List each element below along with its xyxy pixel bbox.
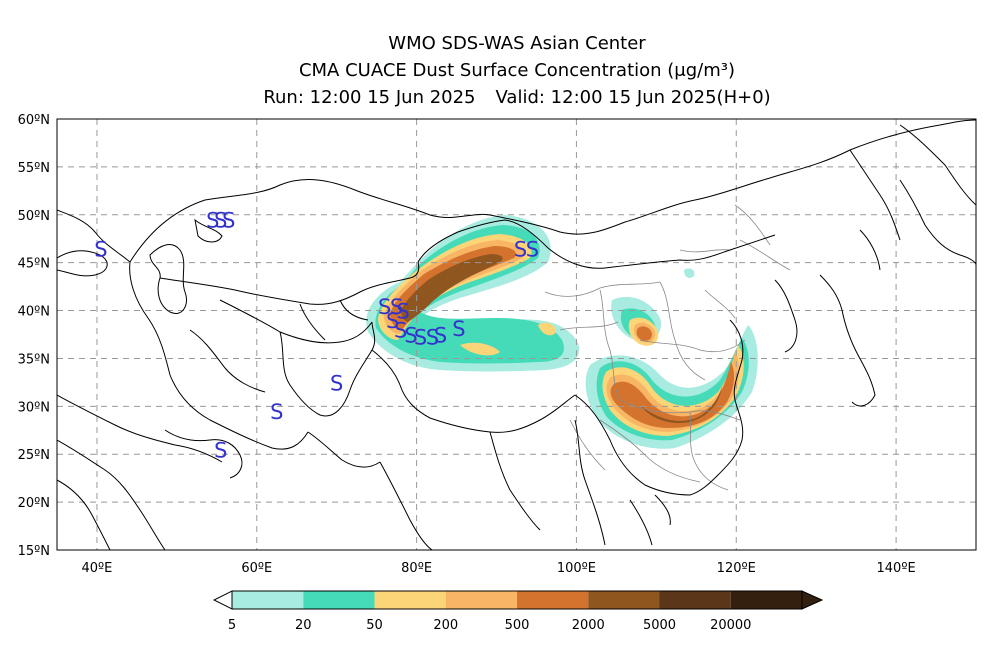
station-marker: S (414, 325, 427, 349)
dust-shading (366, 215, 758, 449)
colorbar-level-label: 5000 (643, 618, 676, 633)
title-product-name: CMA CUACE Dust Surface Concentration (298, 60, 662, 81)
lat-tick-label: 20ºN (18, 496, 50, 511)
colorbar-level-label: 500 (505, 618, 530, 633)
station-marker: S (526, 237, 539, 261)
colorbar-over-arrow (801, 590, 824, 610)
station-marker: S (514, 237, 527, 261)
title-times: Run: 12:00 15 Jun 2025 Valid: 12:00 15 Ju… (0, 84, 1000, 111)
station-marker: S (404, 324, 417, 348)
station-marker: S (330, 371, 343, 395)
lat-tick-label: 45ºN (18, 257, 50, 272)
title-block: WMO SDS-WAS Asian Center CMA CUACE Dust … (0, 30, 1000, 111)
station-marker: S (386, 309, 399, 333)
title-product: CMA CUACE Dust Surface Concentration (μg… (0, 57, 1000, 84)
colorbar-frame (231, 590, 803, 610)
station-marker: S (394, 319, 407, 343)
lon-tick-label: 100ºE (557, 561, 596, 576)
colorbar-level-label: 200 (433, 618, 458, 633)
longitude-axis-labels: 40ºE 60ºE 80ºE 100ºE 120ºE 140ºE (82, 561, 916, 576)
lon-tick-label: 40ºE (82, 561, 113, 576)
colorbar-segment (374, 591, 446, 609)
lon-tick-label: 80ºE (401, 561, 432, 576)
colorbar: 5 20 50 200 500 2000 5000 20000 (212, 590, 824, 633)
lat-tick-label: 15ºN (18, 544, 50, 559)
colorbar-level-label: 20000 (710, 618, 751, 633)
title-product-unit: (μg/m³) (667, 60, 736, 81)
lon-tick-label: 140ºE (877, 561, 916, 576)
colorbar-level-label: 2000 (572, 618, 605, 633)
station-marker: S (426, 325, 439, 349)
title-run-time: Run: 12:00 15 Jun 2025 (263, 87, 476, 108)
lat-tick-label: 25ºN (18, 448, 50, 463)
latitude-axis-labels: 60ºN 55ºN 50ºN 45ºN 40ºN 35ºN 30ºN 25ºN 20ºN 15ºN (18, 113, 50, 559)
station-marker: S (214, 209, 227, 233)
colorbar-under-arrow (212, 590, 233, 610)
colorbar-segment (445, 591, 517, 609)
colorbar-segment (588, 591, 660, 609)
colorbar-segment (517, 591, 589, 609)
title-center-name: WMO SDS-WAS Asian Center (388, 33, 646, 54)
colorbar-segment (232, 591, 304, 609)
lat-tick-label: 40ºN (18, 305, 50, 320)
lon-tick-label: 60ºE (241, 561, 272, 576)
province-boundaries (544, 204, 791, 491)
colorbar-segment (303, 591, 375, 609)
lat-tick-label: 60ºN (18, 113, 50, 128)
station-marker: S (390, 295, 403, 319)
colorbar-level-label: 20 (295, 618, 312, 633)
country-borders (57, 119, 976, 550)
title-valid-time: Valid: 12:00 15 Jun 2025(H+0) (495, 87, 771, 108)
colorbar-level-label: 5 (228, 618, 236, 633)
station-marker: S (396, 300, 409, 324)
station-marker: S (270, 400, 283, 424)
lat-tick-label: 55ºN (18, 161, 50, 176)
colorbar-segment (730, 591, 802, 609)
lat-tick-label: 30ºN (18, 400, 50, 415)
station-marker: S (214, 438, 227, 462)
station-marker: S (222, 209, 235, 233)
station-marker: S (452, 317, 465, 341)
station-marker: S (434, 324, 447, 348)
lat-tick-label: 35ºN (18, 352, 50, 367)
graticule (57, 119, 976, 550)
dust-level-2000 (401, 254, 722, 424)
colorbar-segment (659, 591, 731, 609)
station-marker: S (206, 209, 219, 233)
lat-tick-label: 50ºN (18, 209, 50, 224)
station-marker: S (94, 237, 107, 261)
colorbar-level-label: 50 (366, 618, 383, 633)
lon-tick-label: 120ºE (717, 561, 756, 576)
map-frame (56, 118, 977, 551)
station-marker: S (378, 295, 391, 319)
